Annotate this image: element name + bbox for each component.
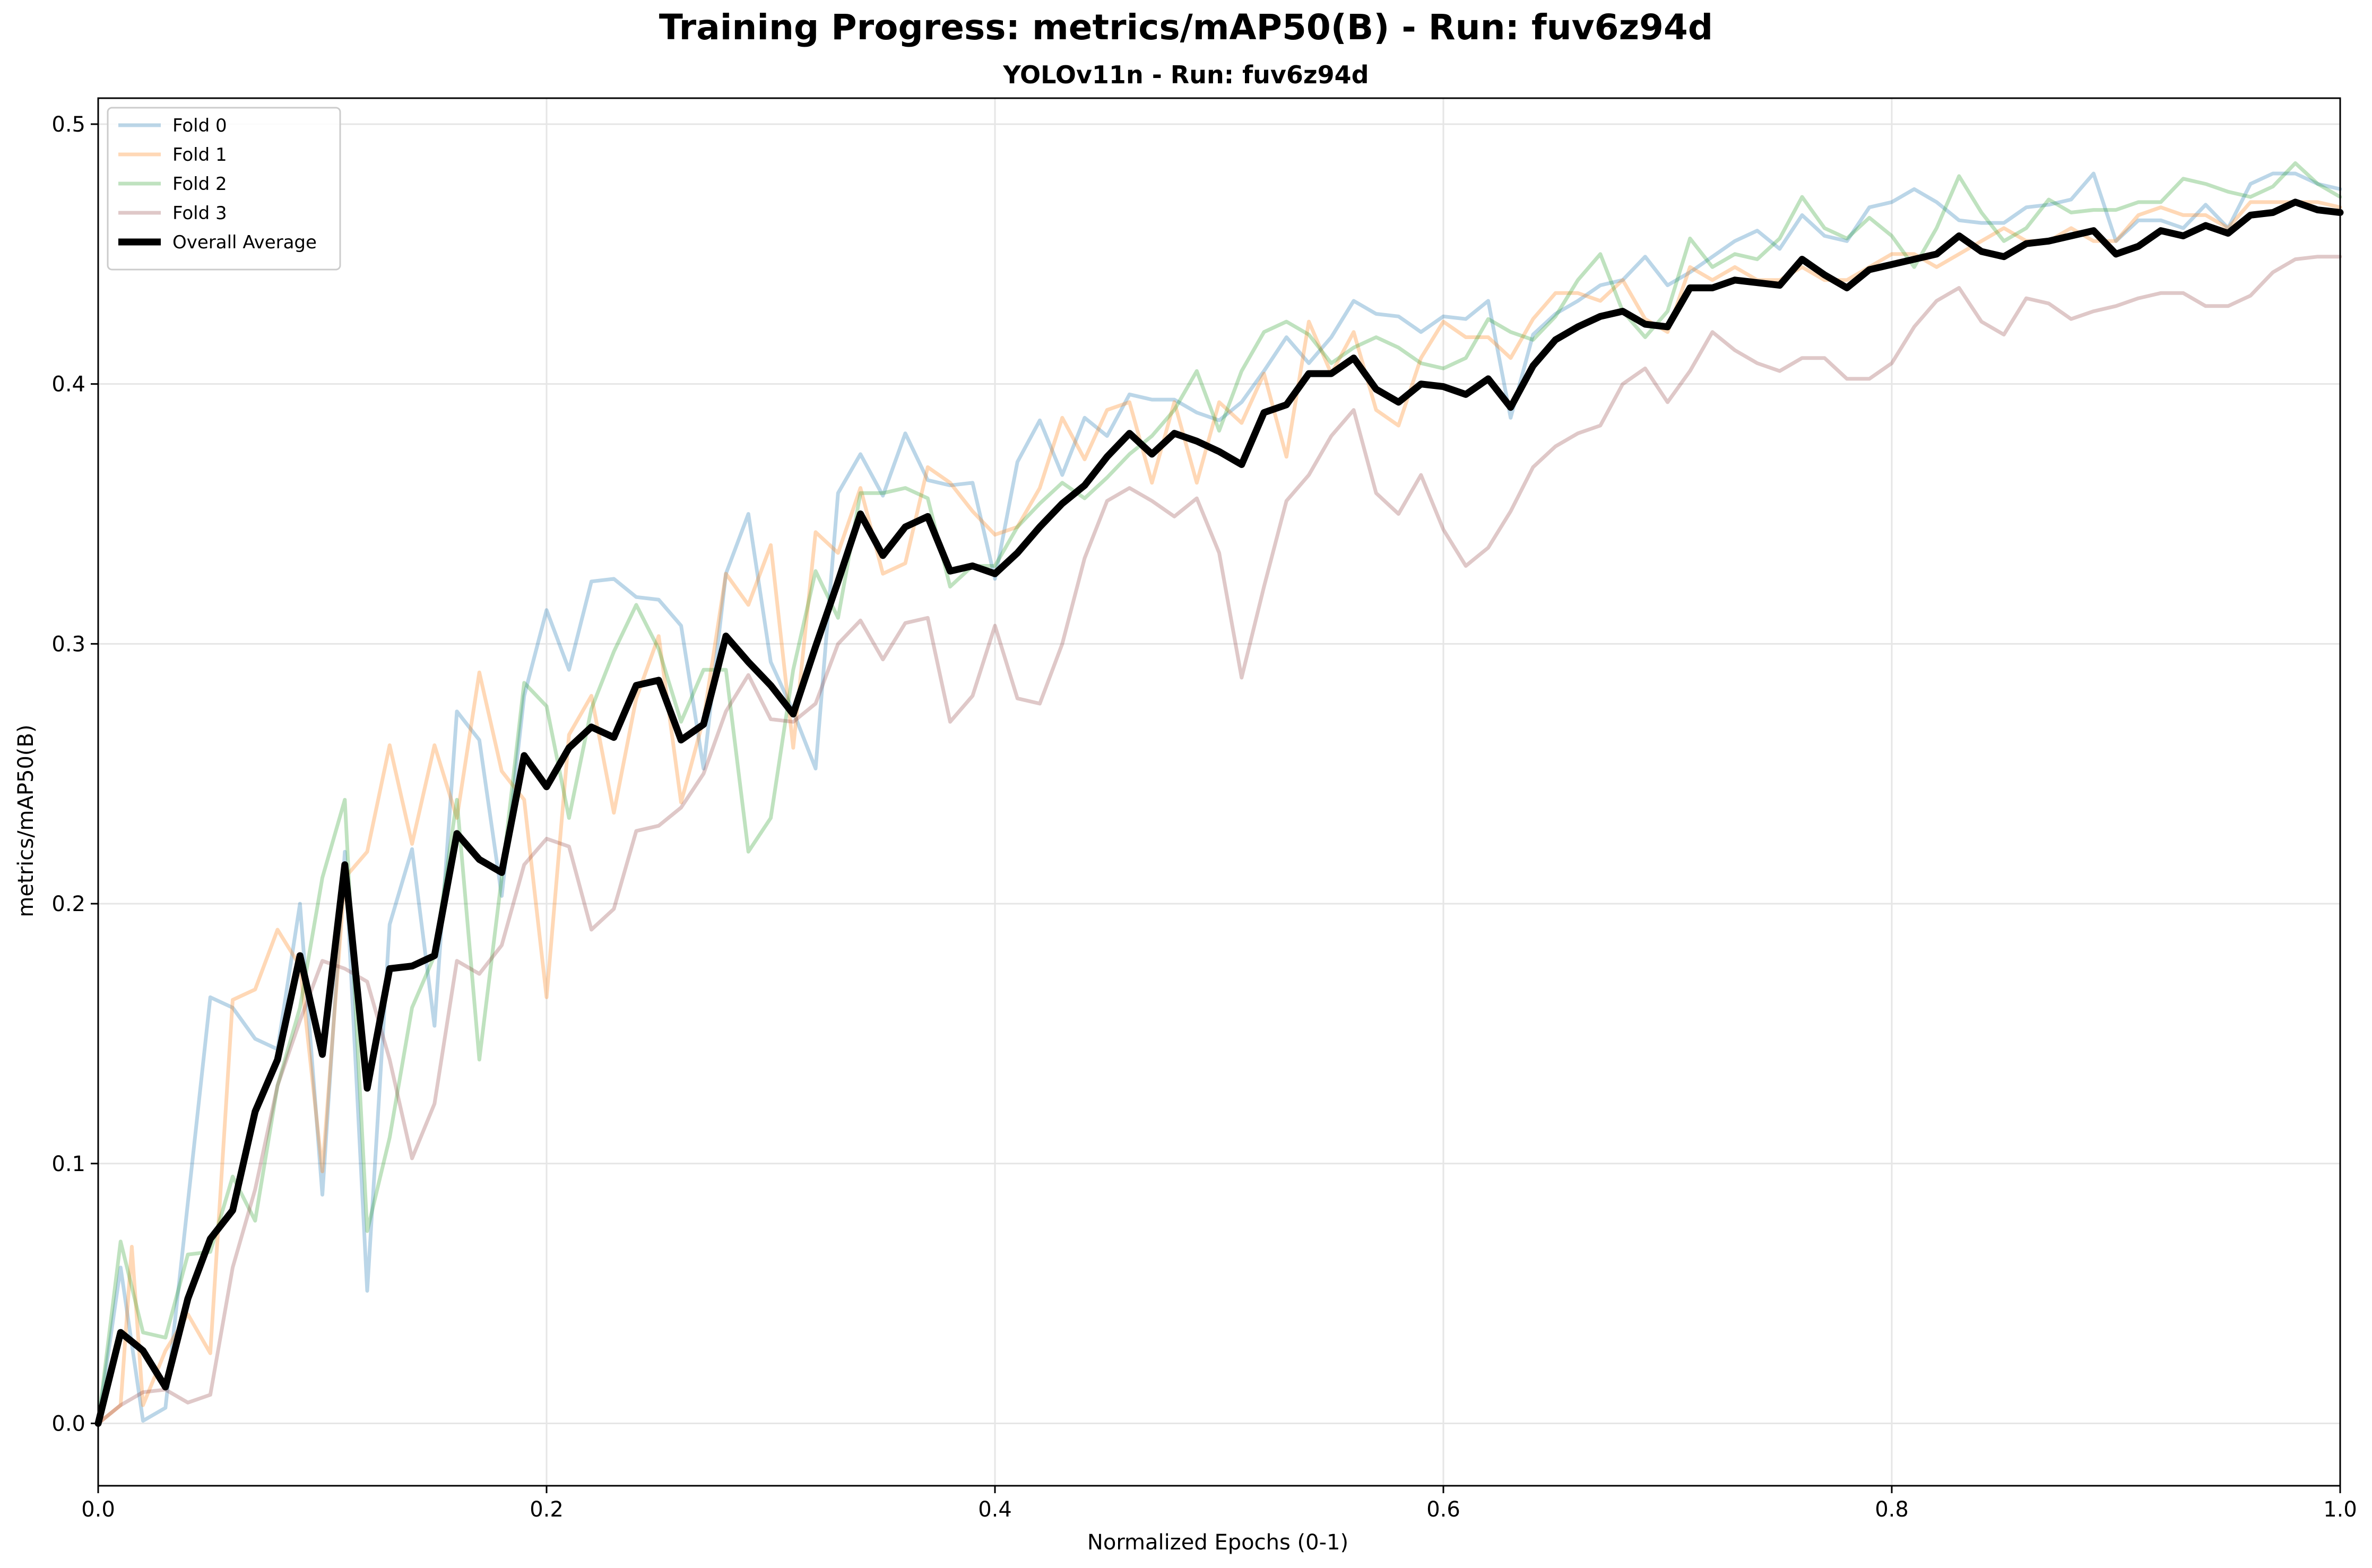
legend-label: Fold 1	[172, 144, 227, 166]
y-tick-label: 0.4	[51, 372, 85, 397]
x-tick-label: 0.8	[1875, 1497, 1909, 1522]
series-lines	[94, 161, 2344, 1427]
legend: Fold 0 Fold 1 Fold 2 Fold 3 Overall Average	[107, 107, 341, 271]
x-tick-label: 0.6	[1426, 1497, 1460, 1522]
legend-label: Fold 2	[172, 174, 227, 195]
y-tick-label: 0.5	[51, 112, 85, 137]
legend-label: Fold 0	[172, 115, 227, 136]
legend-box	[107, 107, 341, 271]
x-axis-label: Normalized Epochs (0-1)	[1087, 1530, 1348, 1555]
series-line-fold-0	[96, 171, 2342, 1425]
y-axis-label: metrics/mAP50(B)	[14, 724, 38, 917]
x-tick-label: 1.0	[2323, 1497, 2357, 1522]
x-tick-label: 0.4	[978, 1497, 1012, 1522]
x-tick-label: 0.0	[81, 1497, 115, 1522]
chart-subtitle: YOLOv11n - Run: fuv6z94d	[1002, 60, 1369, 89]
axis-ticks: 0.0 0.2 0.4 0.6 0.8 1.0 0.0 0.1 0.2 0.3 0.4 0.5	[51, 112, 2357, 1522]
grid-lines	[97, 98, 2341, 1486]
y-tick-label: 0.1	[51, 1152, 85, 1176]
legend-label: Overall Average	[172, 232, 317, 253]
series-line-fold-2	[96, 161, 2342, 1425]
legend-label: Fold 3	[172, 203, 227, 224]
y-tick-label: 0.3	[51, 632, 85, 656]
plot-area-frame	[97, 97, 2341, 1487]
y-tick-label: 0.2	[51, 892, 85, 916]
y-tick-label: 0.0	[51, 1411, 85, 1436]
series-line-fold-3	[96, 255, 2342, 1425]
series-line-fold-1	[96, 200, 2342, 1425]
chart-title: Training Progress: metrics/mAP50(B) - Ru…	[659, 7, 1713, 48]
series-line-overall-average	[94, 198, 2344, 1427]
x-tick-label: 0.2	[530, 1497, 564, 1522]
